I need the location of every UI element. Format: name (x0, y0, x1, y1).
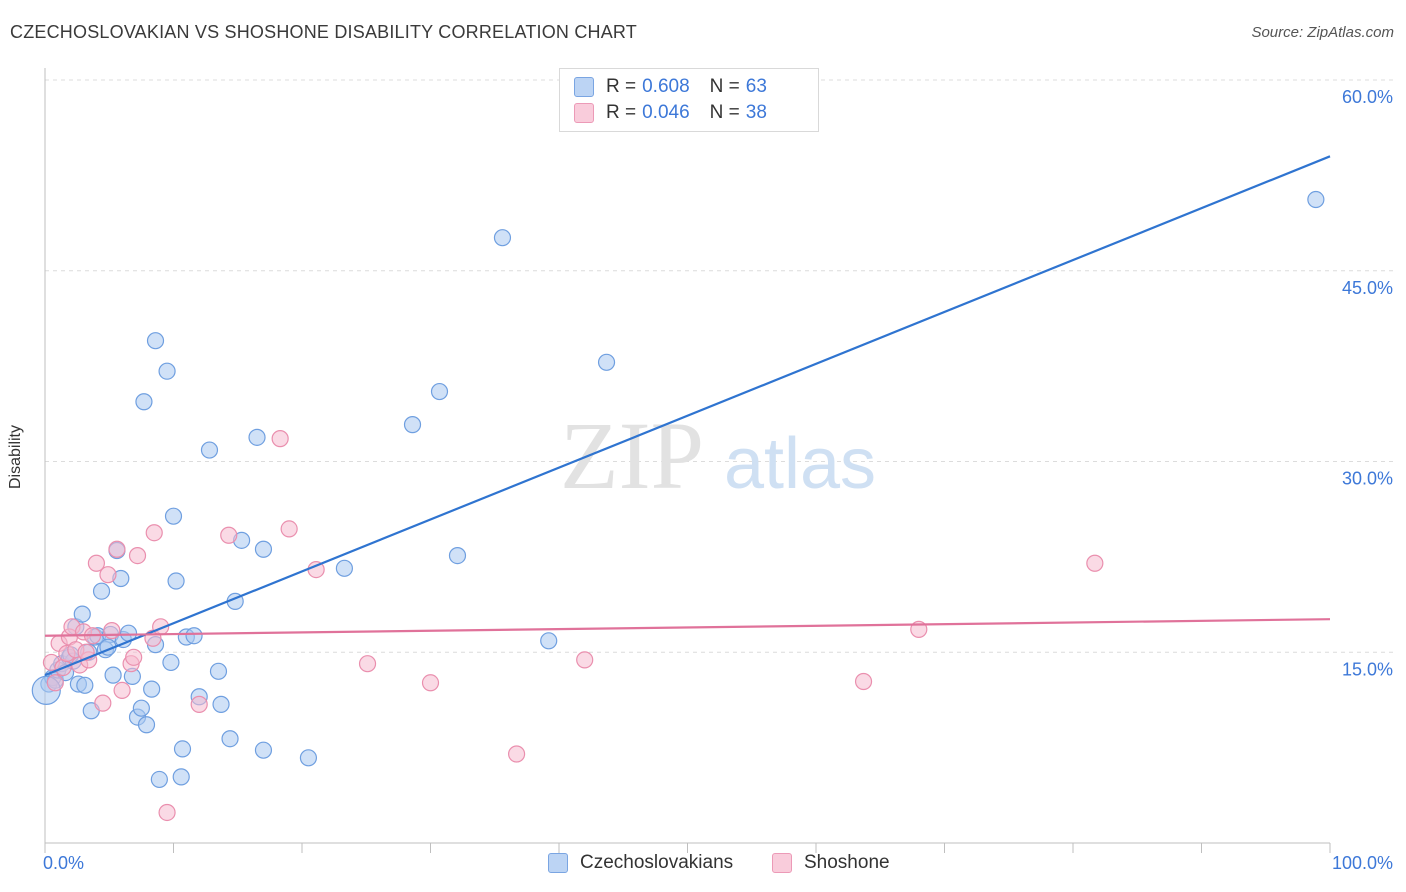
czechoslovakians-point (132, 699, 150, 717)
shoshone-point (46, 674, 64, 692)
czechoslovakians-point (185, 627, 203, 645)
shoshone-trend-line (44, 618, 1331, 637)
czechoslovakians-point (158, 362, 176, 380)
czechoslovakians-point (254, 540, 273, 558)
czechoslovakians-point (597, 353, 616, 371)
czechoslovakians-point (221, 730, 239, 748)
x-tick-label: 100.0% (1332, 853, 1393, 873)
shoshone-point (576, 651, 594, 669)
shoshone-point (854, 672, 873, 691)
shoshone-point (421, 674, 440, 692)
shoshone-point (99, 566, 117, 584)
czechoslovakians-point (167, 572, 185, 590)
czechoslovakians-point (92, 582, 111, 600)
y-tick-label: 15.0% (1342, 659, 1393, 679)
shoshone-point (507, 745, 526, 763)
shoshone-point (108, 540, 126, 558)
czechoslovakians-trend-line (44, 155, 1331, 677)
series-swatch-pink (772, 853, 792, 873)
czechoslovakians-point (172, 768, 190, 786)
shoshone-point (113, 681, 131, 700)
czechoslovakians-point (209, 662, 228, 680)
legend-n-label: N = (709, 76, 740, 97)
czechoslovakians-point (104, 666, 122, 684)
grid-lines (45, 79, 1395, 653)
czechoslovakians-point (164, 507, 183, 525)
czechoslovakians-point (200, 441, 219, 459)
watermark: ZIP atlas (560, 402, 876, 509)
czechoslovakians-point (1307, 190, 1325, 209)
chart-title: CZECHOSLOVAKIAN VS SHOSHONE DISABILITY C… (10, 22, 637, 42)
x-tick-label: 0.0% (43, 853, 84, 873)
czechoslovakians-point (76, 676, 94, 694)
series-legend-shoshone: Shoshone (772, 852, 890, 874)
czechoslovakians-point (150, 770, 168, 789)
czechoslovakians-point (430, 382, 449, 401)
czechoslovakians-point (299, 749, 318, 767)
czechoslovakians-point (73, 605, 91, 623)
shoshone-point (103, 622, 121, 640)
czechoslovakians-point (448, 547, 467, 565)
czechoslovakians-point (248, 428, 266, 446)
trend-lines (44, 155, 1331, 677)
legend-r-value: 0.608 (642, 76, 690, 97)
shoshone-point (271, 430, 289, 448)
shoshone-point (220, 526, 238, 544)
shoshone-point (128, 547, 147, 565)
legend-n-value: 63 (745, 76, 767, 97)
source-label: Source: ZipAtlas.com (1251, 24, 1394, 41)
shoshone-point (358, 655, 377, 673)
shoshone-point (145, 524, 163, 542)
czechoslovakians-point (335, 559, 354, 577)
czechoslovakians-point (137, 716, 156, 734)
series-legend: Czechoslovakians Shoshone (0, 852, 1406, 876)
czechoslovakians-point (254, 741, 273, 759)
shoshone-points (42, 430, 1104, 822)
czechoslovakians-point (493, 229, 512, 247)
shoshone-point (190, 695, 208, 713)
legend-n-value: 38 (745, 102, 767, 123)
y-tick-label: 30.0% (1342, 469, 1393, 489)
series-name: Shoshone (804, 852, 890, 873)
series-legend-czechoslovakians: Czechoslovakians (548, 852, 733, 874)
legend-n-label: N = (709, 102, 740, 123)
shoshone-point (125, 648, 143, 666)
axes (44, 68, 1331, 853)
czechoslovakians-point (403, 416, 422, 434)
legend-r-label: R = (606, 76, 637, 97)
legend-row-czechoslovakians: R = 0.608 N = 63 (574, 75, 767, 99)
shoshone-point (280, 520, 298, 538)
series-swatch-blue (548, 853, 568, 873)
legend-row-shoshone: R = 0.046 N = 38 (574, 101, 767, 125)
y-tick-label: 60.0% (1342, 87, 1393, 107)
czechoslovakians-point (162, 653, 180, 672)
legend-swatch-blue (574, 77, 594, 97)
watermark-atlas: atlas (724, 424, 876, 504)
czechoslovakians-point (173, 740, 192, 758)
czechoslovakians-point (540, 632, 558, 650)
correlation-legend: R = 0.608 N = 63 R = 0.046 N = 38 (559, 68, 819, 132)
legend-swatch-pink (574, 103, 594, 123)
legend-r-value: 0.046 (642, 102, 690, 123)
legend-r-label: R = (606, 102, 637, 123)
y-tick-label: 45.0% (1342, 278, 1393, 298)
shoshone-point (87, 554, 106, 572)
shoshone-point (158, 803, 176, 822)
czechoslovakians-point (143, 680, 161, 698)
shoshone-point (94, 694, 112, 712)
series-name: Czechoslovakians (580, 852, 734, 873)
czechoslovakians-point (146, 332, 165, 350)
czechoslovakians-point (212, 695, 230, 713)
tick-labels: 15.0% 30.0% 45.0% 60.0% 0.0% 100.0% (43, 87, 1393, 873)
czechoslovakians-point (135, 393, 153, 411)
shoshone-point (1086, 554, 1104, 572)
